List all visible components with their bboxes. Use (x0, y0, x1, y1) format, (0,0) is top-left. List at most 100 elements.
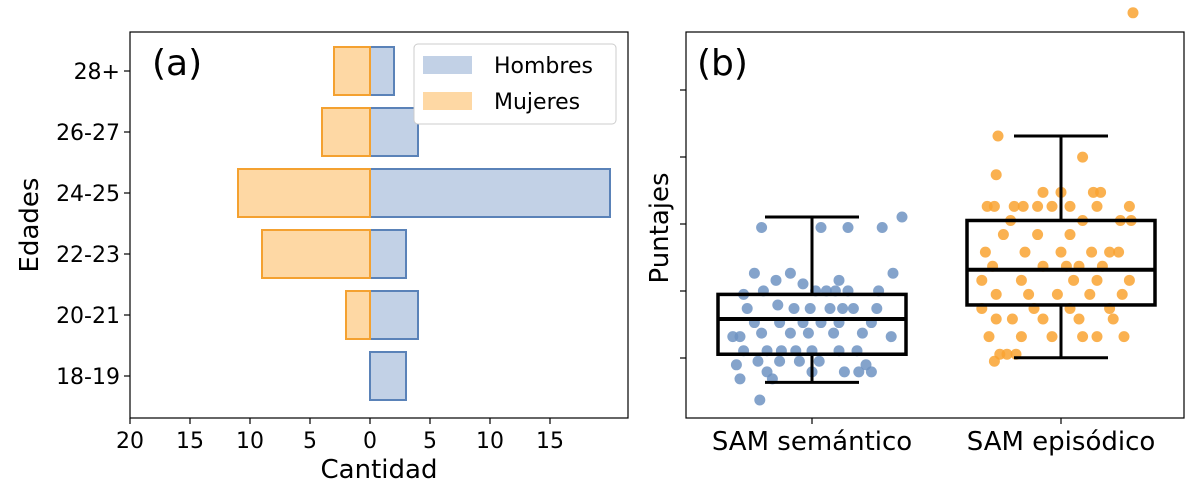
data-point (853, 366, 865, 378)
data-point (754, 394, 766, 406)
data-point (871, 302, 883, 314)
data-point (1046, 331, 1058, 343)
data-point (990, 169, 1002, 181)
data-point (1017, 200, 1029, 212)
data-point (1118, 331, 1130, 343)
bar-mujeres-20-21 (345, 290, 371, 340)
data-point (1084, 288, 1096, 300)
panel-b-frame (685, 31, 1185, 419)
bar-hombres-28+ (369, 46, 395, 96)
panel-a-legend: Hombres Mujeres (413, 43, 617, 125)
data-point (1091, 200, 1103, 212)
box-2 (965, 134, 1157, 360)
y-tick-label: 18-19 (56, 365, 120, 390)
data-point (793, 355, 805, 367)
data-point (1037, 313, 1049, 325)
data-point (992, 130, 1004, 142)
category-label: SAM semántico (712, 427, 912, 457)
data-point (772, 299, 784, 311)
panel-a-frame (129, 31, 629, 419)
data-point (1019, 246, 1031, 258)
legend-label-hombres: Hombres (494, 54, 593, 79)
panel-b-label: (b) (697, 43, 748, 84)
data-point (1104, 246, 1116, 258)
data-point (730, 359, 742, 371)
data-point (1008, 200, 1020, 212)
data-point (990, 313, 1002, 325)
data-point (885, 331, 897, 343)
data-point (1051, 288, 1063, 300)
data-point (815, 222, 827, 234)
data-point (988, 200, 1000, 212)
data-point (797, 278, 809, 290)
data-point (1127, 7, 1139, 19)
bar-hombres-20-21 (369, 290, 419, 340)
data-point (1077, 331, 1089, 343)
data-point (847, 302, 859, 314)
x-tick-label: 10 (476, 429, 504, 454)
bar-hombres-18-19 (369, 351, 407, 401)
data-point (1091, 274, 1103, 286)
data-point (1032, 229, 1044, 241)
data-point (784, 327, 796, 339)
iqr-box (716, 292, 908, 356)
data-point (842, 222, 854, 234)
data-point (837, 302, 849, 314)
data-point (1064, 200, 1076, 212)
data-point (1055, 246, 1067, 258)
data-point (804, 302, 816, 314)
data-point (1046, 200, 1058, 212)
panel-a-x-axis-label: Cantidad (321, 455, 438, 485)
bar-mujeres-24-25 (237, 168, 371, 218)
legend-swatch-mujeres (423, 92, 472, 110)
data-point (1107, 313, 1119, 325)
data-point (1032, 200, 1044, 212)
data-point (1015, 331, 1027, 343)
panel-a-population-pyramid: 20 15 10 5 0 5 10 15 18-19 20-21 22-23 24-25 26-27 2… (15, 31, 629, 485)
data-point (1077, 151, 1089, 163)
data-point (1086, 246, 1098, 258)
panel-a-y-ticks: 18-19 20-21 22-23 24-25 26-27 28+ (56, 60, 130, 390)
data-point (741, 302, 753, 314)
data-point (761, 366, 773, 378)
x-tick-label: 0 (363, 429, 377, 454)
panel-b-box-plot: SAM semántico SAM episódico (b) Puntajes (645, 7, 1185, 457)
data-point (788, 302, 800, 314)
data-point (997, 229, 1009, 241)
x-tick-label: 15 (176, 429, 204, 454)
data-point (1037, 186, 1049, 198)
data-point (1113, 246, 1125, 258)
data-point (1116, 288, 1128, 300)
panel-a-bars (237, 46, 611, 401)
panel-a-x-ticks: 20 15 10 5 0 5 10 15 (116, 418, 564, 454)
y-tick-label: 22-23 (56, 243, 120, 268)
panel-b-boxes (716, 134, 1157, 384)
data-point (860, 359, 872, 371)
data-point (988, 355, 1000, 367)
panel-b-y-ticks (680, 89, 686, 359)
legend-label-mujeres: Mujeres (494, 90, 580, 115)
y-tick-label: 20-21 (56, 304, 120, 329)
data-point (833, 274, 845, 286)
data-point (770, 274, 782, 286)
panel-b-points (727, 7, 1139, 406)
y-tick-label: 26-27 (56, 121, 120, 146)
data-point (813, 355, 825, 367)
bar-mujeres-28+ (333, 46, 371, 96)
x-tick-label: 5 (303, 429, 317, 454)
y-tick-label: 28+ (74, 60, 120, 85)
data-point (734, 373, 746, 385)
data-point (756, 222, 768, 234)
data-point (1091, 331, 1103, 343)
data-point (979, 246, 991, 258)
data-point (824, 302, 836, 314)
data-point (887, 267, 899, 279)
data-point (976, 274, 988, 286)
bar-mujeres-22-23 (261, 229, 371, 279)
iqr-box (965, 218, 1157, 307)
data-point (1095, 186, 1107, 198)
data-point (990, 288, 1002, 300)
category-label: SAM episódico (967, 427, 1156, 457)
data-point (856, 327, 868, 339)
